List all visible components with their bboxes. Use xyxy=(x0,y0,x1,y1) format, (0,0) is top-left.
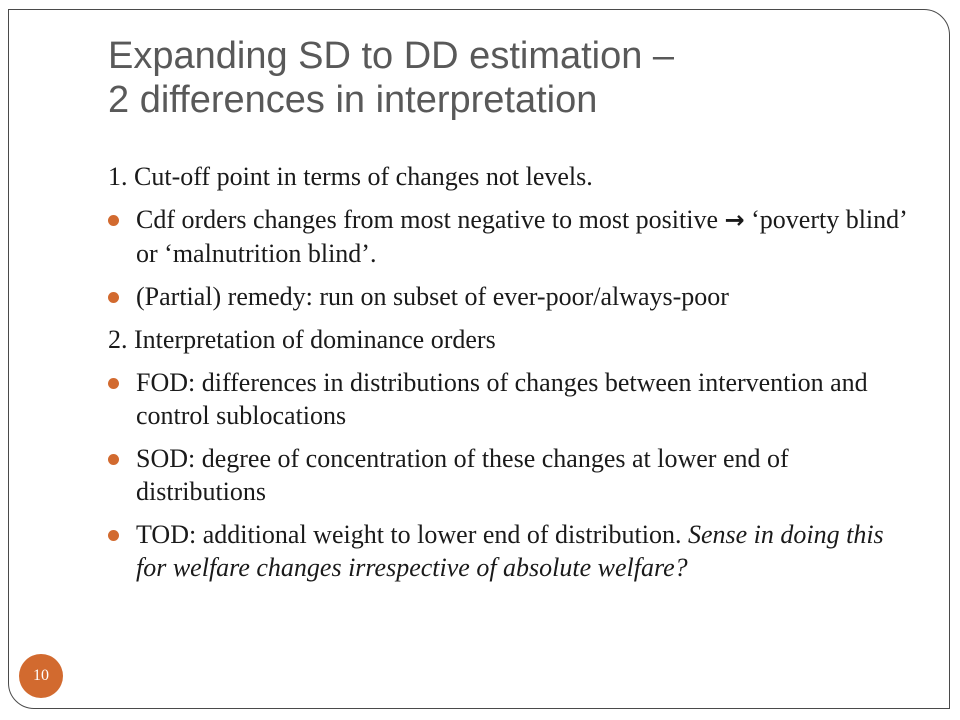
point-2-heading: 2. Interpretation of dominance orders xyxy=(108,325,496,354)
point-1-heading: 1. Cut-off point in terms of changes not… xyxy=(108,162,593,191)
bullet-text: SOD: degree of concentration of these ch… xyxy=(136,444,789,506)
slide-title-line-1: Expanding SD to DD estimation – xyxy=(108,35,675,77)
bullet-dot-icon xyxy=(108,378,119,389)
slide-title: Expanding SD to DD estimation – 2 differ… xyxy=(108,34,908,122)
bullet-dot-icon xyxy=(108,292,119,303)
bullet-partial-remedy: (Partial) remedy: run on subset of ever-… xyxy=(108,280,908,313)
bullet-text: Cdf orders changes from most negative to… xyxy=(136,205,725,234)
bullet-sod: SOD: degree of concentration of these ch… xyxy=(108,442,908,508)
bullet-dot-icon xyxy=(108,530,119,541)
bullet-fod: FOD: differences in distributions of cha… xyxy=(108,366,908,432)
slide-title-line-2: 2 differences in interpretation xyxy=(108,79,598,121)
bullet-text-italic: Sense in doing this for welfare changes … xyxy=(136,520,884,582)
bullet-text-continued: ‘poverty blind’ or ‘malnutrition blind’. xyxy=(136,205,906,268)
bullet-text: FOD: differences in distributions of cha… xyxy=(136,368,868,430)
bullet-dot-icon xyxy=(108,215,119,226)
bullet-cdf-orders: Cdf orders changes from most negative to… xyxy=(108,203,908,270)
bullet-text: TOD: additional weight to lower end of d… xyxy=(136,520,688,549)
bullet-dot-icon xyxy=(108,454,119,465)
slide-frame xyxy=(8,9,950,709)
bullet-text: (Partial) remedy: run on subset of ever-… xyxy=(136,282,729,311)
slide-body: 1. Cut-off point in terms of changes not… xyxy=(108,160,908,594)
bullet-tod: TOD: additional weight to lower end of d… xyxy=(108,518,908,584)
page-number-badge: 10 xyxy=(19,654,63,698)
right-arrow-icon: → xyxy=(724,206,745,234)
